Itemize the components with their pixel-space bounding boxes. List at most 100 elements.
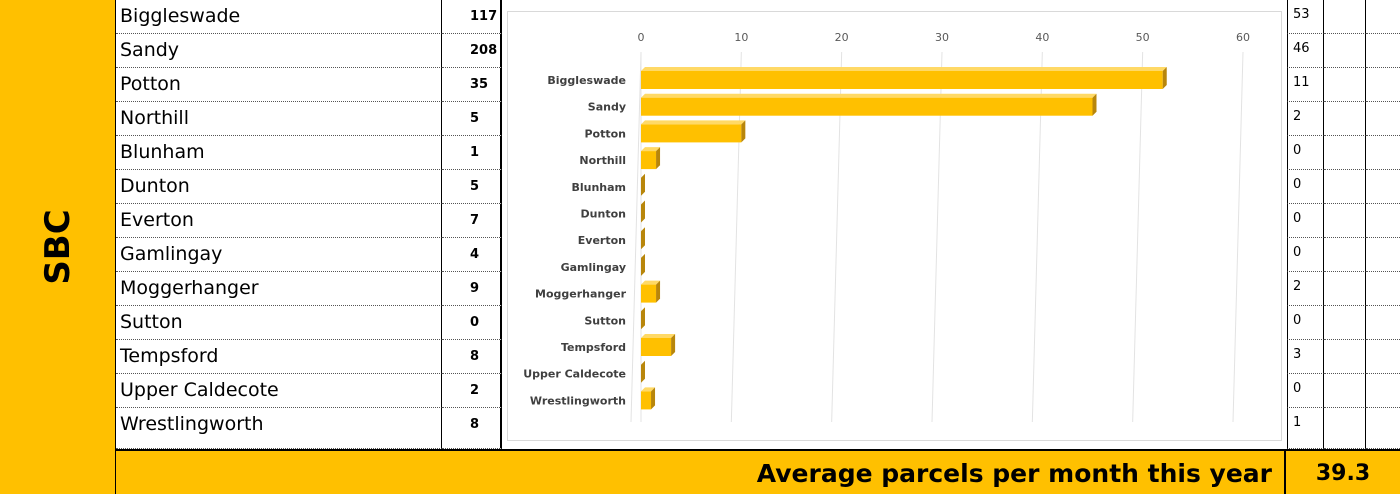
row-blank-cell bbox=[1366, 238, 1400, 272]
bar-top-face bbox=[641, 334, 676, 338]
row-right-value: 0 bbox=[1287, 374, 1324, 408]
bar-front-face bbox=[641, 284, 657, 303]
category-label: Gamlingay bbox=[561, 261, 626, 274]
row-blank-cell bbox=[1366, 170, 1400, 204]
row-name: Sutton bbox=[116, 306, 442, 340]
bar-top-face bbox=[641, 147, 661, 152]
row-right-value: 11 bbox=[1287, 68, 1324, 102]
row-blank-cell bbox=[1324, 170, 1366, 204]
bar-side-face bbox=[651, 387, 656, 410]
row-name: Sandy bbox=[116, 34, 442, 68]
bar-side-face bbox=[641, 173, 645, 196]
chart-panel: 0 10 20 30 40 50 60 Biggleswade Sandy Potton North… bbox=[507, 11, 1282, 441]
bar-side-face bbox=[656, 147, 661, 170]
category-label: Upper Caldecote bbox=[523, 368, 626, 381]
bar-side-face bbox=[641, 307, 645, 330]
bar-side-face bbox=[641, 360, 645, 383]
bar-top-face bbox=[641, 120, 746, 125]
bar-side-face bbox=[656, 280, 661, 303]
row-blank-cell bbox=[1324, 272, 1366, 306]
x-tick-label: 60 bbox=[1236, 31, 1250, 44]
x-tick-label: 40 bbox=[1035, 31, 1049, 44]
row-name: Blunham bbox=[116, 136, 442, 170]
row-count: 5 bbox=[442, 170, 502, 204]
row-count: 5 bbox=[442, 102, 502, 136]
row-right-value: 46 bbox=[1287, 34, 1324, 68]
row-blank-cell bbox=[1324, 306, 1366, 340]
row-name: Tempsford bbox=[116, 340, 442, 374]
row-blank-cell bbox=[1324, 0, 1366, 34]
bar bbox=[641, 173, 645, 196]
bar-chart: 0 10 20 30 40 50 60 Biggleswade Sandy Potton North… bbox=[523, 31, 1250, 423]
bar-side-face bbox=[641, 200, 645, 223]
row-count: 7 bbox=[442, 204, 502, 238]
bar bbox=[641, 93, 1097, 116]
row-name: Everton bbox=[116, 204, 442, 238]
row-name: Northill bbox=[116, 102, 442, 136]
category-label: Tempsford bbox=[561, 341, 626, 354]
bar-side-face bbox=[1092, 93, 1097, 116]
row-right-value: 2 bbox=[1287, 102, 1324, 136]
row-right-value: 0 bbox=[1287, 136, 1324, 170]
category-label: Northill bbox=[579, 154, 626, 167]
row-blank-cell bbox=[1324, 34, 1366, 68]
row-blank-cell bbox=[1324, 102, 1366, 136]
bar bbox=[641, 253, 645, 276]
bar bbox=[641, 307, 645, 330]
bar-top-face bbox=[641, 67, 1167, 71]
group-band bbox=[0, 0, 116, 494]
row-blank-cell bbox=[1366, 68, 1400, 102]
x-tick-label: 30 bbox=[935, 31, 949, 44]
row-blank-cell bbox=[1324, 204, 1366, 238]
row-count: 0 bbox=[442, 306, 502, 340]
bar bbox=[641, 360, 645, 383]
bar bbox=[641, 280, 661, 303]
row-blank-cell bbox=[1366, 204, 1400, 238]
row-name: Dunton bbox=[116, 170, 442, 204]
category-label: Dunton bbox=[581, 208, 626, 221]
row-blank-cell bbox=[1366, 340, 1400, 374]
category-label: Sandy bbox=[588, 101, 626, 114]
x-tick-label: 10 bbox=[734, 31, 748, 44]
x-tick-label: 20 bbox=[835, 31, 849, 44]
bar-side-face bbox=[641, 227, 645, 250]
bar-side-face bbox=[741, 120, 746, 143]
bar-top-face bbox=[641, 280, 661, 285]
bar-side-face bbox=[671, 334, 676, 356]
bar-top-face bbox=[641, 93, 1097, 98]
category-label: Biggleswade bbox=[547, 74, 626, 87]
bar-top-face bbox=[641, 387, 656, 392]
row-right-value: 0 bbox=[1287, 238, 1324, 272]
bar-front-face bbox=[641, 391, 652, 410]
row-count: 1 bbox=[442, 136, 502, 170]
group-label: SBC bbox=[38, 209, 78, 285]
bar bbox=[641, 334, 676, 356]
row-blank-cell bbox=[1366, 374, 1400, 408]
gridline bbox=[1232, 51, 1244, 423]
row-blank-cell bbox=[1366, 272, 1400, 306]
average-label: Average parcels per month this year bbox=[116, 449, 1286, 494]
bar bbox=[641, 67, 1167, 89]
bar-front-face bbox=[641, 124, 742, 143]
row-count: 4 bbox=[442, 238, 502, 272]
bar-side-face bbox=[641, 253, 645, 276]
row-blank-cell bbox=[1366, 306, 1400, 340]
bar-front-face bbox=[641, 97, 1093, 116]
row-right-value: 1 bbox=[1287, 408, 1324, 449]
row-count: 8 bbox=[442, 340, 502, 374]
row-blank-cell bbox=[1324, 136, 1366, 170]
row-right-value: 0 bbox=[1287, 170, 1324, 204]
row-name: Potton bbox=[116, 68, 442, 102]
row-count: 9 bbox=[442, 272, 502, 306]
row-count: 8 bbox=[442, 408, 502, 449]
row-blank-cell bbox=[1324, 374, 1366, 408]
row-name: Upper Caldecote bbox=[116, 374, 442, 408]
bar-front-face bbox=[641, 151, 657, 170]
bar bbox=[641, 387, 656, 410]
row-right-value: 0 bbox=[1287, 204, 1324, 238]
bar-front-face bbox=[641, 338, 672, 356]
x-tick-label: 50 bbox=[1136, 31, 1150, 44]
category-label: Blunham bbox=[571, 181, 626, 194]
row-blank-cell bbox=[1324, 68, 1366, 102]
row-count: 35 bbox=[442, 68, 502, 102]
